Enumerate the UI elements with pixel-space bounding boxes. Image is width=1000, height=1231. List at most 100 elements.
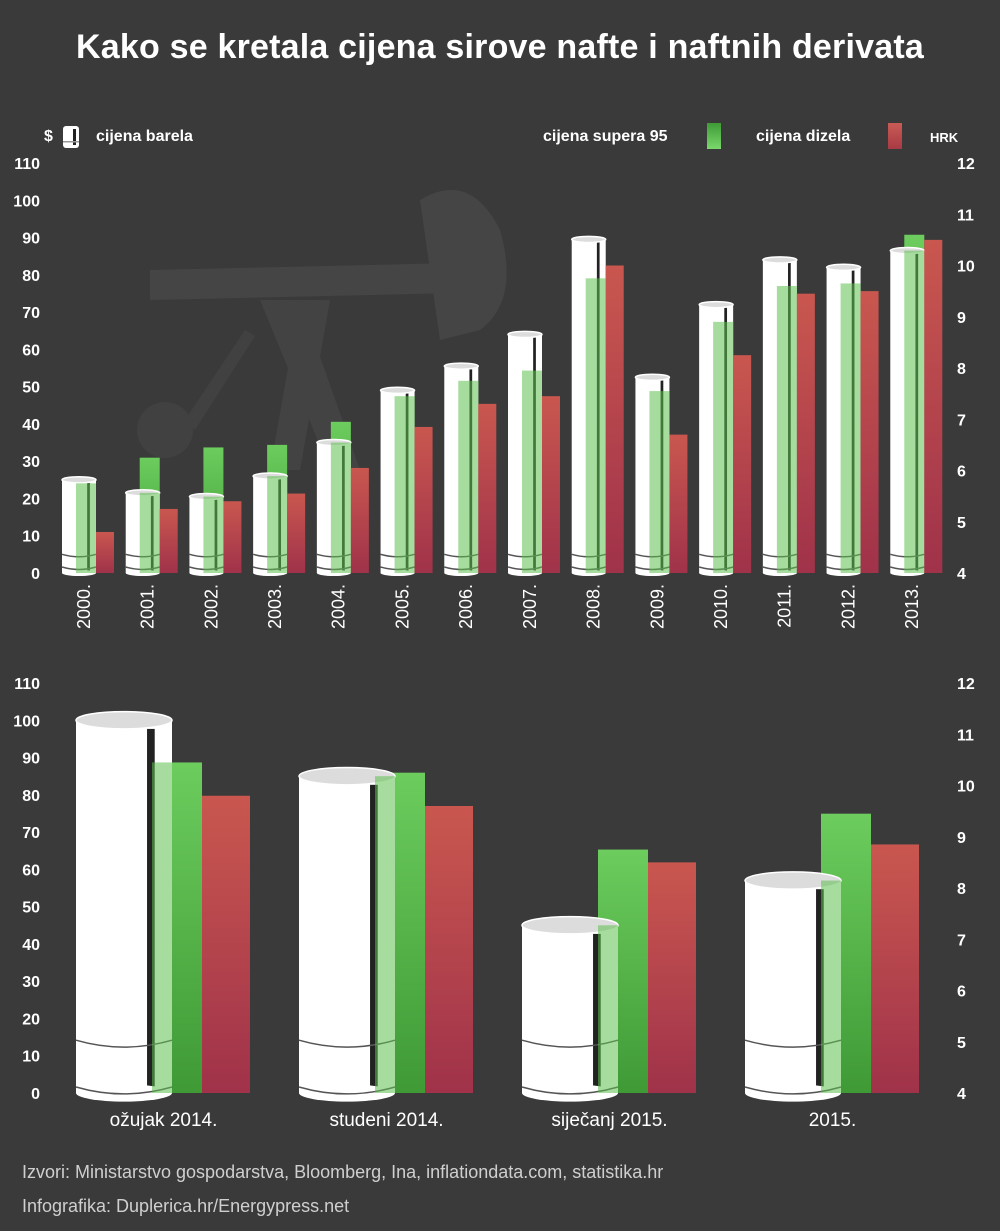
chart-yearly: 0 10 20 30 40 50 60 70 80 90 100 110 4 5 6 7 8 9 10 11 12 200… — [13, 156, 975, 629]
category-label: 2009. — [647, 584, 667, 629]
category-label: studeni 2014. — [329, 1110, 443, 1131]
chart-recent: 0 10 20 30 40 50 60 70 80 90 100 110 4 5 6 7 8 9 10 11 12 ožu… — [13, 676, 975, 1131]
diesel-bar — [202, 795, 250, 1093]
category-label: 2003. — [265, 584, 285, 629]
left-axis-tick-label: 20 — [22, 491, 40, 508]
right-axis-tick-label: 5 — [957, 515, 966, 532]
diesel-bar — [648, 862, 696, 1093]
super-bar-overlay — [394, 396, 415, 573]
left-axis-tick-label: 50 — [22, 380, 40, 397]
right-axis-tick-label: 8 — [957, 881, 966, 898]
right-axis-tick-label: 8 — [957, 361, 966, 378]
left-axis-tick-label: 80 — [22, 268, 40, 285]
left-axis-tick-label: 80 — [22, 788, 40, 805]
left-axis-tick-label: 10 — [22, 1049, 40, 1066]
category-label: 2012. — [838, 584, 858, 629]
super-bar-overlay — [598, 925, 618, 1093]
left-axis-tick-label: 60 — [22, 342, 40, 359]
credits-line: Infografika: Duplerica.hr/Energypress.ne… — [22, 1196, 350, 1216]
diesel-bar — [425, 806, 473, 1093]
category-label: 2011. — [775, 584, 795, 628]
right-axis-tick-label: 6 — [957, 464, 966, 481]
left-axis-tick-label: 0 — [31, 566, 40, 583]
diesel-bar — [605, 265, 624, 573]
left-axis-tick-label: 60 — [22, 862, 40, 879]
diesel-bar — [96, 532, 114, 573]
diesel-bar — [478, 403, 497, 573]
diesel-bar — [350, 467, 369, 573]
left-axis-tick-label: 30 — [22, 974, 40, 991]
diesel-bar — [860, 291, 879, 573]
diesel-bar — [542, 396, 560, 573]
diesel-bar — [669, 434, 688, 573]
category-label: siječanj 2015. — [551, 1110, 667, 1131]
super-bar-overlay — [330, 442, 351, 573]
left-axis-tick-label: 90 — [22, 231, 40, 248]
left-axis-tick-label: 50 — [22, 900, 40, 917]
diesel-bar — [159, 508, 178, 573]
diesel-bar — [871, 844, 919, 1093]
right-axis-tick-label: 4 — [957, 1086, 966, 1103]
category-label: 2008. — [584, 584, 604, 629]
super-bar-overlay — [139, 492, 160, 573]
left-axis-tick-label: 40 — [22, 937, 40, 954]
pumpjack-silhouette — [137, 190, 507, 470]
right-axis-tick-label: 7 — [957, 932, 966, 949]
super-bar-overlay — [522, 370, 542, 573]
category-label: 2000. — [74, 584, 94, 629]
right-axis-tick-label: 12 — [957, 676, 975, 693]
super-bar-overlay — [649, 391, 670, 573]
sources-line: Izvori: Ministarstvo gospodarstva, Bloom… — [22, 1162, 664, 1182]
category-label: 2013. — [902, 584, 922, 629]
super-bar-overlay — [458, 380, 479, 573]
left-axis-tick-label: 70 — [22, 825, 40, 842]
left-axis-tick-label: 20 — [22, 1011, 40, 1028]
category-label: 2010. — [711, 584, 731, 629]
diesel-bar — [924, 239, 943, 573]
diesel-bar — [733, 355, 752, 573]
super-bar-overlay — [904, 250, 925, 573]
legend-barrel-label: cijena barela — [96, 128, 193, 145]
super-bar-overlay — [840, 283, 861, 573]
category-label: 2001. — [138, 584, 158, 629]
diesel-bar — [414, 426, 433, 573]
legend-diesel-label: cijena dizela — [756, 128, 851, 145]
right-axis-tick-label: 5 — [957, 1035, 966, 1052]
left-axis-tick-label: 100 — [13, 713, 40, 730]
right-axis-tick-label: 11 — [957, 727, 974, 744]
diesel-bar — [796, 293, 815, 573]
right-axis-tick-label: 6 — [957, 984, 966, 1001]
super-bar-overlay — [821, 880, 841, 1093]
super-bar-overlay — [203, 496, 224, 573]
left-axis-tick-label: 110 — [14, 676, 40, 693]
legend-left-currency: $ — [44, 128, 53, 145]
category-label: 2004. — [329, 584, 349, 629]
legend-super-swatch — [707, 123, 721, 149]
legend-right-currency: HRK — [930, 130, 959, 145]
page-title: Kako se kretala cijena sirove nafte i na… — [76, 28, 924, 66]
legend-diesel-swatch — [888, 123, 902, 149]
left-axis-tick-label: 110 — [14, 156, 40, 173]
diesel-bar — [223, 501, 242, 573]
left-axis-tick-label: 0 — [31, 1086, 40, 1103]
super-bar-overlay — [152, 762, 172, 1093]
super-bar-overlay — [76, 483, 96, 573]
right-axis-tick-label: 11 — [957, 207, 974, 224]
right-axis-tick-label: 9 — [957, 830, 966, 847]
super-bar-overlay — [267, 476, 288, 573]
left-axis-tick-label: 70 — [22, 305, 40, 322]
right-axis-tick-label: 7 — [957, 412, 966, 429]
right-axis-tick-label: 4 — [957, 566, 966, 583]
right-axis-tick-label: 10 — [957, 779, 975, 796]
left-axis-tick-label: 40 — [22, 417, 40, 434]
super-bar-overlay — [585, 278, 606, 573]
left-axis-tick-label: 30 — [22, 454, 40, 471]
super-bar-overlay — [375, 776, 395, 1093]
category-label: ožujak 2014. — [110, 1110, 218, 1131]
left-axis-tick-label: 100 — [13, 193, 40, 210]
super-bar-overlay — [776, 286, 797, 573]
left-axis-tick-label: 10 — [22, 529, 40, 546]
category-label: 2006. — [456, 584, 476, 629]
diesel-bar — [287, 493, 306, 573]
